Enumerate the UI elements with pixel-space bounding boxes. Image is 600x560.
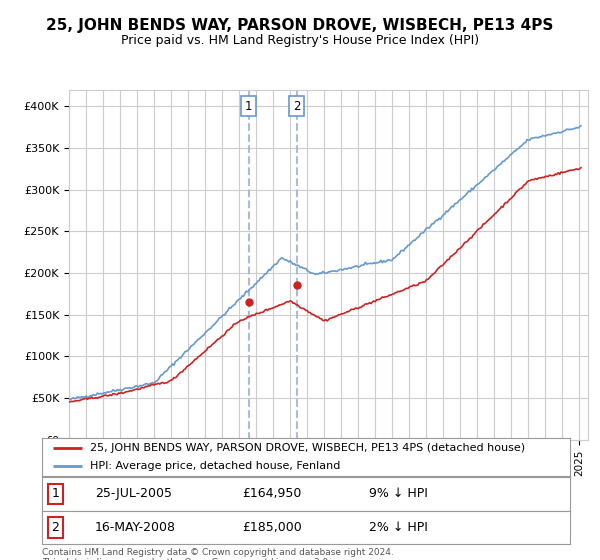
Text: 2% ↓ HPI: 2% ↓ HPI (370, 521, 428, 534)
Text: 2: 2 (293, 100, 300, 113)
Text: Contains HM Land Registry data © Crown copyright and database right 2024.
This d: Contains HM Land Registry data © Crown c… (42, 548, 394, 560)
Text: HPI: Average price, detached house, Fenland: HPI: Average price, detached house, Fenl… (89, 461, 340, 471)
Text: 1: 1 (245, 100, 253, 113)
Text: 2: 2 (51, 521, 59, 534)
Text: 9% ↓ HPI: 9% ↓ HPI (370, 487, 428, 501)
Text: £185,000: £185,000 (242, 521, 302, 534)
Text: 25, JOHN BENDS WAY, PARSON DROVE, WISBECH, PE13 4PS (detached house): 25, JOHN BENDS WAY, PARSON DROVE, WISBEC… (89, 443, 524, 453)
Text: Price paid vs. HM Land Registry's House Price Index (HPI): Price paid vs. HM Land Registry's House … (121, 34, 479, 46)
Text: 25, JOHN BENDS WAY, PARSON DROVE, WISBECH, PE13 4PS: 25, JOHN BENDS WAY, PARSON DROVE, WISBEC… (46, 18, 554, 33)
Text: £164,950: £164,950 (242, 487, 302, 501)
Text: 25-JUL-2005: 25-JUL-2005 (95, 487, 172, 501)
Text: 1: 1 (51, 487, 59, 501)
Text: 16-MAY-2008: 16-MAY-2008 (95, 521, 176, 534)
